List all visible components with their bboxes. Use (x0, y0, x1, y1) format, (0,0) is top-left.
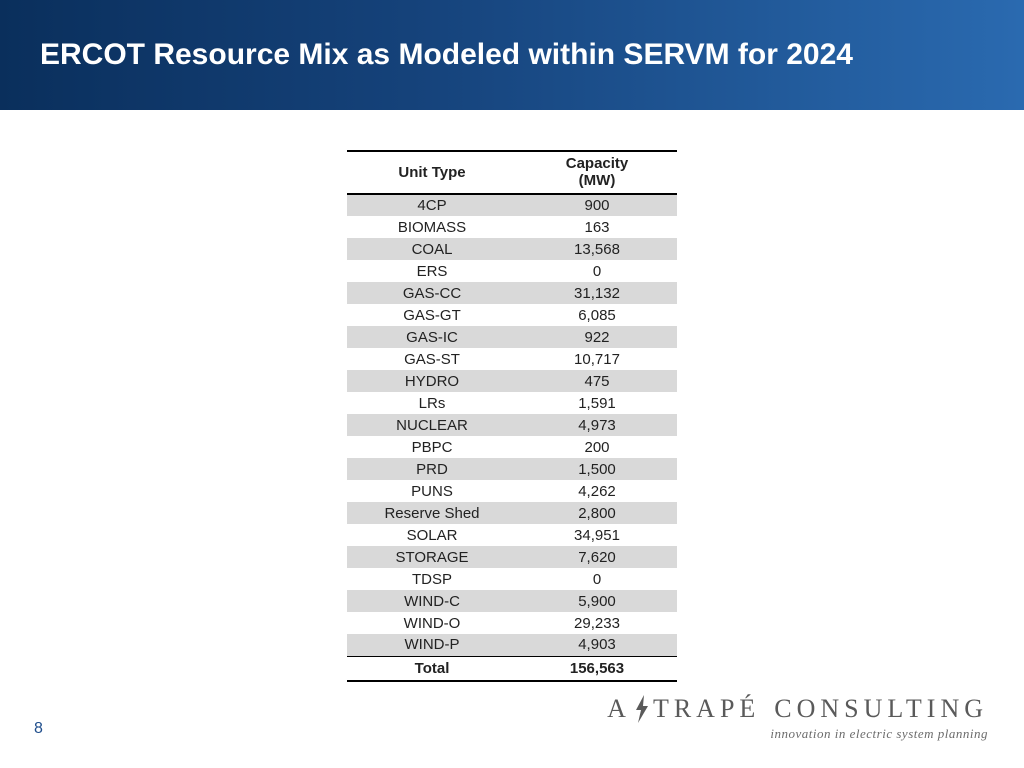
cell-unit-type: NUCLEAR (347, 414, 517, 436)
cell-capacity: 1,591 (517, 392, 677, 414)
cell-capacity: 200 (517, 436, 677, 458)
cell-capacity: 34,951 (517, 524, 677, 546)
table-row: GAS-CC31,132 (347, 282, 677, 304)
cell-capacity: 922 (517, 326, 677, 348)
cell-capacity: 163 (517, 216, 677, 238)
table-row: BIOMASS163 (347, 216, 677, 238)
cell-capacity: 0 (517, 568, 677, 590)
logo-text-trape: TRAPÉ (653, 694, 760, 724)
logo-main: A TRAPÉ CONSULTING (607, 694, 988, 724)
cell-capacity: 4,973 (517, 414, 677, 436)
cell-unit-type: PUNS (347, 480, 517, 502)
logo-tagline: innovation in electric system planning (607, 726, 988, 742)
table-row: GAS-ST10,717 (347, 348, 677, 370)
cell-unit-type: WIND-C (347, 590, 517, 612)
cell-unit-type: STORAGE (347, 546, 517, 568)
cell-capacity: 900 (517, 194, 677, 216)
cell-unit-type: Reserve Shed (347, 502, 517, 524)
cell-unit-type: HYDRO (347, 370, 517, 392)
table-total-row: Total 156,563 (347, 656, 677, 681)
table-header-row: Unit Type Capacity (MW) (347, 151, 677, 194)
table-row: WIND-O29,233 (347, 612, 677, 634)
table-row: PBPC200 (347, 436, 677, 458)
table-row: NUCLEAR4,973 (347, 414, 677, 436)
cell-capacity: 10,717 (517, 348, 677, 370)
col-header-capacity: Capacity (MW) (517, 151, 677, 194)
cell-unit-type: GAS-ST (347, 348, 517, 370)
company-logo: A TRAPÉ CONSULTING innovation in electri… (607, 694, 988, 742)
col-header-capacity-l2: (MW) (579, 172, 616, 189)
table-row: Reserve Shed2,800 (347, 502, 677, 524)
col-header-capacity-l1: Capacity (566, 155, 629, 172)
cell-unit-type: 4CP (347, 194, 517, 216)
table-row: ERS0 (347, 260, 677, 282)
cell-capacity: 7,620 (517, 546, 677, 568)
lightning-bolt-icon (634, 695, 650, 723)
cell-capacity: 13,568 (517, 238, 677, 260)
total-value: 156,563 (517, 656, 677, 681)
cell-capacity: 31,132 (517, 282, 677, 304)
cell-unit-type: TDSP (347, 568, 517, 590)
table-row: STORAGE7,620 (347, 546, 677, 568)
cell-unit-type: GAS-IC (347, 326, 517, 348)
table-row: HYDRO475 (347, 370, 677, 392)
resource-mix-table: Unit Type Capacity (MW) 4CP900BIOMASS163… (347, 150, 677, 682)
cell-unit-type: PRD (347, 458, 517, 480)
cell-capacity: 29,233 (517, 612, 677, 634)
table-row: PRD1,500 (347, 458, 677, 480)
cell-capacity: 0 (517, 260, 677, 282)
cell-capacity: 1,500 (517, 458, 677, 480)
total-label: Total (347, 656, 517, 681)
cell-capacity: 6,085 (517, 304, 677, 326)
cell-unit-type: GAS-GT (347, 304, 517, 326)
cell-capacity: 4,903 (517, 634, 677, 656)
cell-unit-type: PBPC (347, 436, 517, 458)
cell-unit-type: GAS-CC (347, 282, 517, 304)
cell-unit-type: COAL (347, 238, 517, 260)
cell-unit-type: SOLAR (347, 524, 517, 546)
slide: ERCOT Resource Mix as Modeled within SER… (0, 0, 1024, 768)
cell-unit-type: LRs (347, 392, 517, 414)
table-row: LRs1,591 (347, 392, 677, 414)
table-row: PUNS4,262 (347, 480, 677, 502)
slide-title: ERCOT Resource Mix as Modeled within SER… (40, 38, 853, 72)
logo-text-a: A (607, 694, 631, 724)
table-body: 4CP900BIOMASS163COAL13,568ERS0GAS-CC31,1… (347, 194, 677, 656)
table-row: WIND-P4,903 (347, 634, 677, 656)
table-row: COAL13,568 (347, 238, 677, 260)
cell-capacity: 5,900 (517, 590, 677, 612)
table-row: TDSP0 (347, 568, 677, 590)
title-bar: ERCOT Resource Mix as Modeled within SER… (0, 0, 1024, 110)
table-row: WIND-C5,900 (347, 590, 677, 612)
col-header-unit-type: Unit Type (347, 151, 517, 194)
table-row: GAS-IC922 (347, 326, 677, 348)
table-row: GAS-GT6,085 (347, 304, 677, 326)
cell-capacity: 2,800 (517, 502, 677, 524)
table-row: SOLAR34,951 (347, 524, 677, 546)
cell-unit-type: WIND-O (347, 612, 517, 634)
table-row: 4CP900 (347, 194, 677, 216)
cell-unit-type: WIND-P (347, 634, 517, 656)
logo-text-consulting: CONSULTING (774, 694, 988, 724)
resource-table-container: Unit Type Capacity (MW) 4CP900BIOMASS163… (347, 150, 677, 682)
cell-unit-type: ERS (347, 260, 517, 282)
cell-capacity: 4,262 (517, 480, 677, 502)
page-number: 8 (34, 720, 43, 738)
cell-unit-type: BIOMASS (347, 216, 517, 238)
cell-capacity: 475 (517, 370, 677, 392)
